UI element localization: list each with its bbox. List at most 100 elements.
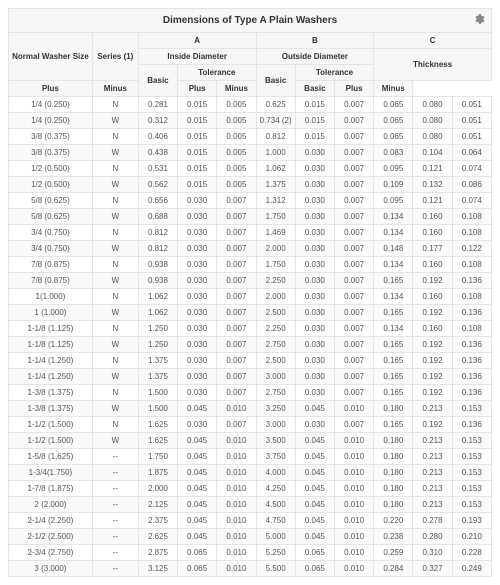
cell-c_minus: 0.136 [452,385,491,401]
cell-c_basic: 0.134 [374,257,413,273]
cell-c_minus: 0.249 [452,561,491,577]
cell-b_basic: 4.500 [256,497,295,513]
table-row: 1-1/2 (1.500)N1.6250.0300.0073.0000.0300… [9,417,492,433]
cell-b_plus: 0.065 [295,561,334,577]
cell-b_minus: 0.007 [334,337,373,353]
cell-b_basic: 1.750 [256,257,295,273]
cell-c_plus: 0.192 [413,417,452,433]
cell-size: 1-3/8 (1.375) [9,385,93,401]
cell-a_basic: 1.500 [138,401,177,417]
col-c-plus: Plus [334,81,373,97]
cell-c_minus: 0.108 [452,289,491,305]
gear-icon[interactable] [473,13,485,25]
cell-c_plus: 0.192 [413,337,452,353]
cell-b_minus: 0.007 [334,353,373,369]
table-row: 1-1/2 (1.500)W1.6250.0450.0103.5000.0450… [9,433,492,449]
cell-size: 1-1/2 (1.500) [9,433,93,449]
cell-a_minus: 0.007 [217,209,256,225]
cell-a_minus: 0.007 [217,369,256,385]
cell-b_plus: 0.030 [295,257,334,273]
cell-c_basic: 0.180 [374,497,413,513]
cell-c_basic: 0.134 [374,225,413,241]
cell-a_minus: 0.007 [217,305,256,321]
cell-b_minus: 0.007 [334,209,373,225]
cell-size: 3/8 (0.375) [9,129,93,145]
cell-c_plus: 0.160 [413,225,452,241]
cell-c_basic: 0.065 [374,113,413,129]
cell-b_basic: 1.750 [256,209,295,225]
cell-a_plus: 0.030 [178,193,217,209]
cell-b_minus: 0.007 [334,289,373,305]
cell-b_minus: 0.007 [334,305,373,321]
cell-series: W [92,305,138,321]
cell-b_plus: 0.030 [295,225,334,241]
cell-b_plus: 0.030 [295,241,334,257]
cell-b_basic: 2.250 [256,273,295,289]
cell-b_basic: 0.734 (2) [256,113,295,129]
cell-c_minus: 0.136 [452,273,491,289]
cell-a_minus: 0.007 [217,385,256,401]
cell-b_basic: 3.000 [256,417,295,433]
table-row: 1-1/8 (1.125)W1.2500.0300.0072.7500.0300… [9,337,492,353]
cell-b_minus: 0.007 [334,321,373,337]
cell-b_basic: 3.500 [256,433,295,449]
cell-b_plus: 0.030 [295,209,334,225]
cell-b_basic: 1.469 [256,225,295,241]
cell-size: 1 (1.000) [9,305,93,321]
cell-a_minus: 0.005 [217,161,256,177]
col-size: Normal Washer Size [9,33,93,81]
col-c-basic: Basic [295,81,334,97]
cell-a_basic: 1.500 [138,385,177,401]
cell-series: W [92,369,138,385]
cell-b_basic: 2.750 [256,385,295,401]
cell-a_minus: 0.007 [217,193,256,209]
col-a-minus: Minus [92,81,138,97]
cell-a_plus: 0.015 [178,145,217,161]
cell-c_basic: 0.180 [374,481,413,497]
cell-b_plus: 0.045 [295,401,334,417]
cell-series: -- [92,497,138,513]
cell-b_basic: 5.000 [256,529,295,545]
cell-a_minus: 0.007 [217,321,256,337]
col-b-plus: Plus [178,81,217,97]
col-inside: Inside Diameter [138,49,256,65]
cell-a_basic: 0.812 [138,225,177,241]
cell-c_minus: 0.153 [452,449,491,465]
col-b-minus: Minus [217,81,256,97]
cell-b_minus: 0.010 [334,529,373,545]
cell-series: W [92,209,138,225]
group-b: B [256,33,374,49]
cell-series: -- [92,481,138,497]
table-row: 3/8 (0.375)N0.4060.0150.0050.8120.0150.0… [9,129,492,145]
cell-a_basic: 2.625 [138,529,177,545]
cell-b_plus: 0.030 [295,289,334,305]
cell-c_basic: 0.134 [374,321,413,337]
cell-a_basic: 2.125 [138,497,177,513]
cell-b_minus: 0.007 [334,97,373,113]
cell-a_plus: 0.030 [178,273,217,289]
group-c: C [374,33,492,49]
cell-c_plus: 0.280 [413,529,452,545]
cell-a_plus: 0.045 [178,401,217,417]
cell-a_minus: 0.007 [217,225,256,241]
cell-a_basic: 0.438 [138,145,177,161]
cell-a_plus: 0.030 [178,257,217,273]
cell-c_plus: 0.192 [413,305,452,321]
table-body: 1/4 (0.250)N0.2810.0150.0050.6250.0150.0… [9,97,492,577]
cell-c_basic: 0.180 [374,433,413,449]
cell-b_plus: 0.045 [295,465,334,481]
cell-c_plus: 0.213 [413,497,452,513]
cell-a_minus: 0.007 [217,289,256,305]
cell-b_minus: 0.010 [334,449,373,465]
cell-a_minus: 0.007 [217,241,256,257]
table-row: 2-1/4 (2.250)--2.3750.0450.0104.7500.045… [9,513,492,529]
cell-b_minus: 0.010 [334,401,373,417]
cell-b_basic: 1.375 [256,177,295,193]
cell-a_plus: 0.015 [178,177,217,193]
cell-c_plus: 0.160 [413,209,452,225]
col-a-plus: Plus [9,81,93,97]
cell-b_minus: 0.007 [334,385,373,401]
cell-series: N [92,289,138,305]
cell-b_basic: 2.500 [256,305,295,321]
cell-c_basic: 0.083 [374,145,413,161]
